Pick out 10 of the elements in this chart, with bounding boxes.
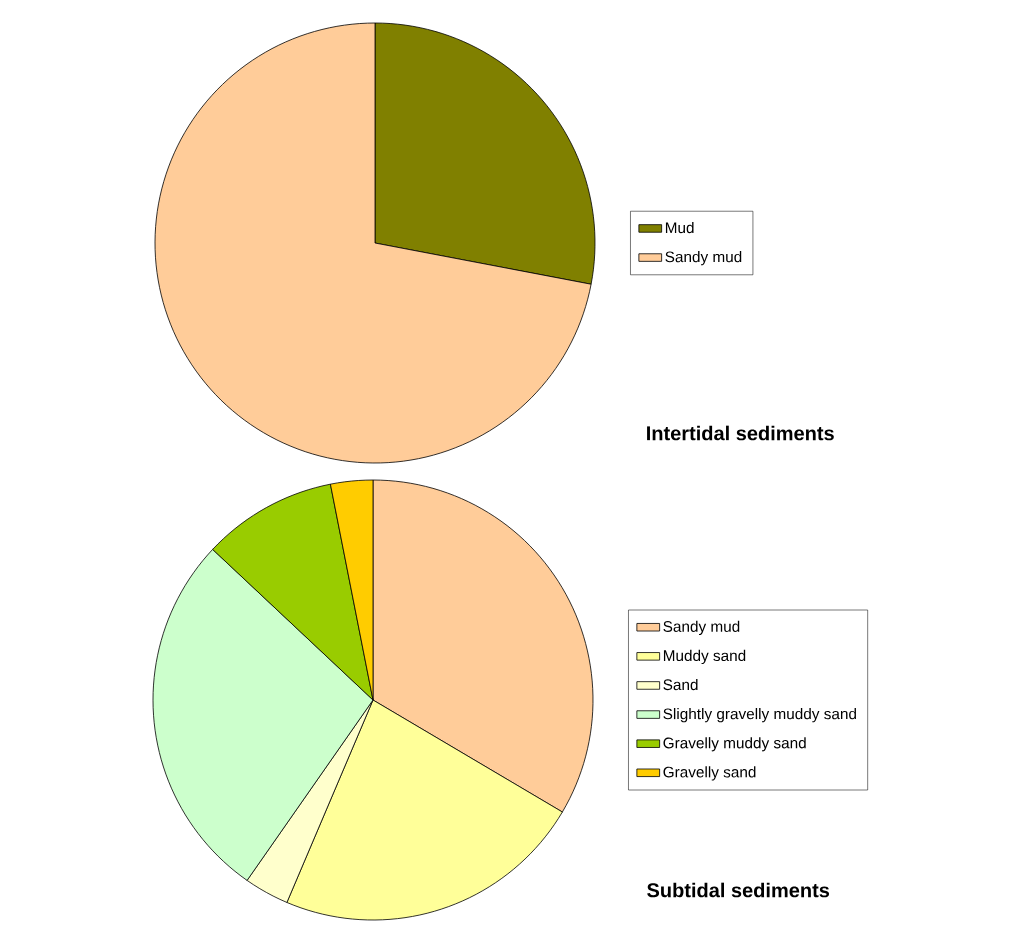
legend-label: Mud	[665, 221, 694, 234]
text: Intertidal sediments	[647, 425, 834, 441]
legend-label: Sandy mud	[665, 251, 742, 266]
text: Subtidal sediments	[647, 882, 830, 898]
legend-label: Muddy sand	[663, 649, 746, 665]
legend-label: Sand	[663, 678, 698, 691]
legend-label: Gravelly sand	[663, 766, 756, 781]
legend-label: Sandy mud	[663, 620, 740, 635]
legend-label: Slightly gravelly muddy sand	[663, 708, 856, 723]
legend-label: Gravelly muddy sand	[663, 737, 806, 752]
